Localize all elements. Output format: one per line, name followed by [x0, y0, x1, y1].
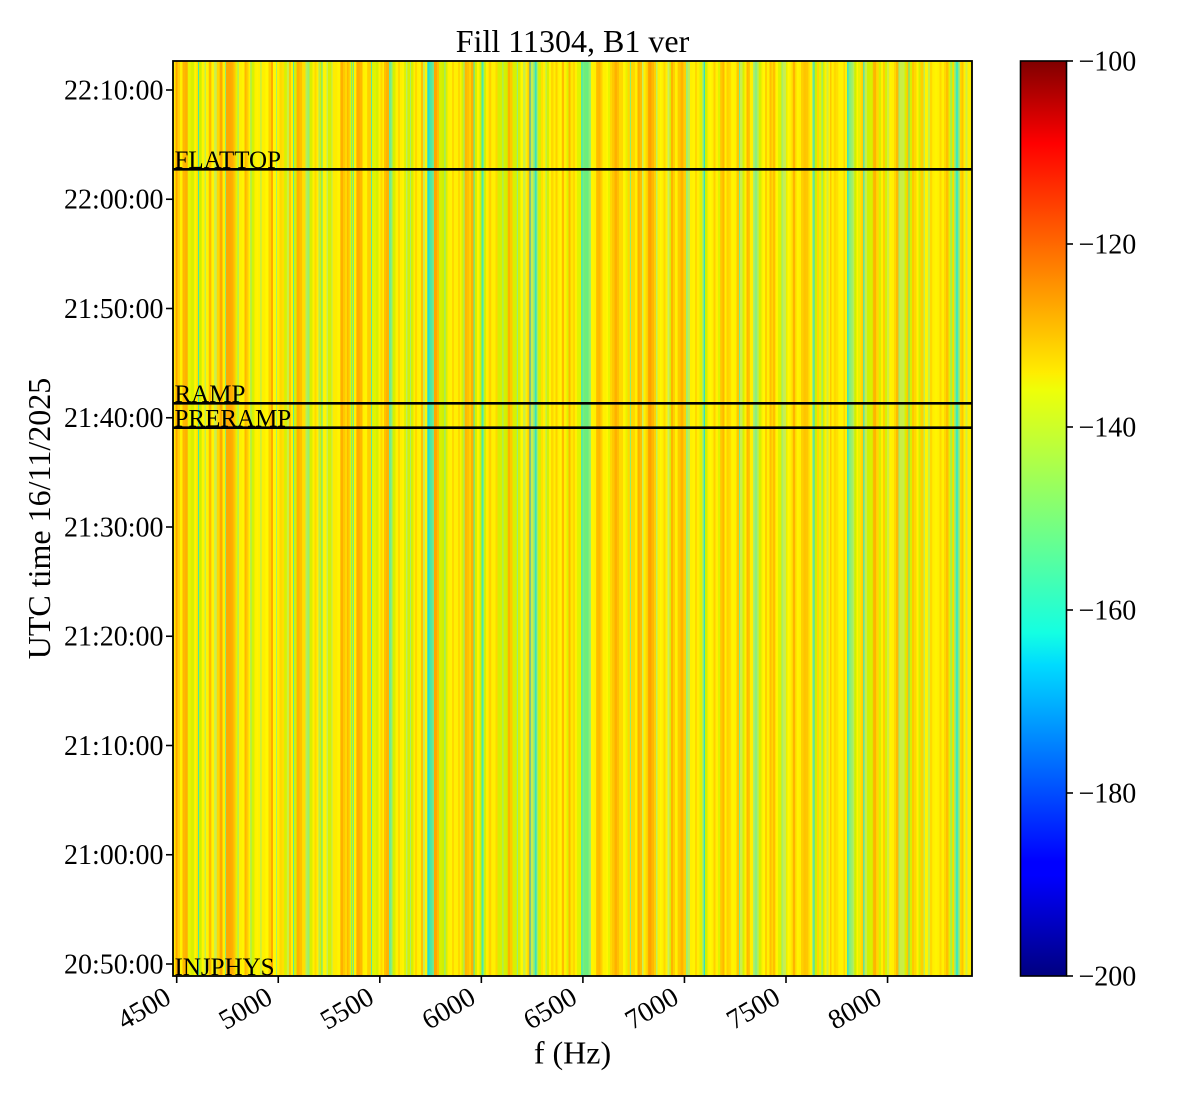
svg-text:21:50:00: 21:50:00	[64, 294, 164, 325]
svg-text:−100: −100	[1079, 46, 1137, 77]
svg-text:−200: −200	[1079, 961, 1137, 992]
svg-text:21:10:00: 21:10:00	[64, 731, 164, 762]
svg-text:−160: −160	[1079, 595, 1137, 626]
svg-text:−120: −120	[1079, 229, 1137, 260]
svg-text:−140: −140	[1079, 412, 1137, 443]
svg-text:Fill 11304, B1 ver: Fill 11304, B1 ver	[456, 23, 690, 59]
svg-text:INJPHYS: INJPHYS	[175, 954, 275, 981]
svg-text:UTC time 16/11/2025: UTC time 16/11/2025	[21, 378, 57, 659]
svg-text:22:10:00: 22:10:00	[64, 75, 164, 106]
svg-text:FLATTOP: FLATTOP	[175, 147, 282, 174]
svg-text:21:30:00: 21:30:00	[64, 512, 164, 543]
svg-text:RAMP: RAMP	[175, 381, 246, 408]
svg-text:PRERAMP: PRERAMP	[175, 406, 292, 433]
svg-text:20:50:00: 20:50:00	[64, 949, 164, 980]
svg-text:−180: −180	[1079, 778, 1137, 809]
svg-text:21:00:00: 21:00:00	[64, 840, 164, 871]
svg-text:22:00:00: 22:00:00	[64, 185, 164, 216]
svg-text:21:20:00: 21:20:00	[64, 622, 164, 653]
svg-text:21:40:00: 21:40:00	[64, 403, 164, 434]
svg-text:f (Hz): f (Hz)	[534, 1035, 611, 1071]
